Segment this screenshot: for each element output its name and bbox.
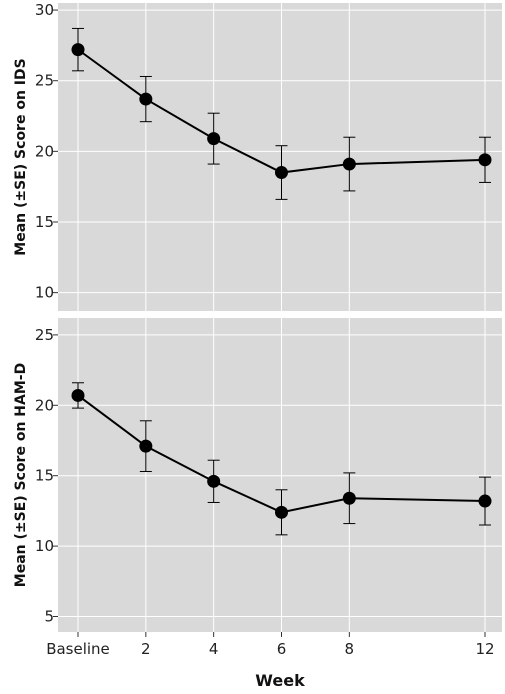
plot-area-hamd — [58, 318, 502, 632]
y-tick-label: 15 — [35, 467, 54, 485]
x-tick-label: Baseline — [46, 640, 110, 658]
panel-hamd: 5 10 15 20 25 Mean (±SE) Score on HAM-D — [13, 318, 502, 632]
x-tick-label: 4 — [209, 640, 219, 658]
y-ticks-ids: 10 15 20 25 30 — [35, 1, 58, 302]
panel-ids: 10 15 20 25 30 Mean (±SE) Score on IDS — [13, 1, 502, 311]
series-ids — [71, 27, 492, 200]
y-ticks-hamd: 5 10 15 20 25 — [35, 326, 58, 626]
x-tick-label: 6 — [277, 640, 287, 658]
x-tick-label: 8 — [345, 640, 355, 658]
x-axis-title: Week — [255, 671, 305, 690]
x-ticks: Baseline 2 4 6 8 12 — [46, 632, 495, 658]
plot-area-ids — [58, 3, 502, 311]
data-point — [275, 166, 288, 180]
series-hamd — [71, 382, 492, 536]
y-tick-label: 30 — [35, 1, 54, 19]
y-tick-label: 5 — [44, 608, 54, 626]
data-point — [139, 439, 153, 453]
y-tick-label: 25 — [35, 326, 54, 344]
y-tick-label: 10 — [35, 284, 54, 302]
data-point — [71, 43, 85, 57]
data-point — [478, 153, 492, 167]
data-point — [207, 474, 221, 488]
series-line — [77, 48, 486, 174]
grid-hamd — [58, 318, 502, 632]
data-point — [342, 491, 356, 505]
data-point — [71, 388, 85, 402]
x-tick-label: 2 — [141, 640, 151, 658]
x-tick-label: 12 — [475, 640, 494, 658]
data-point — [275, 505, 288, 519]
y-tick-label: 20 — [35, 396, 54, 414]
data-point — [478, 494, 492, 508]
data-point — [342, 157, 356, 171]
y-tick-label: 15 — [35, 213, 54, 231]
y-tick-label: 10 — [35, 537, 54, 555]
data-point — [207, 132, 221, 146]
y-tick-label: 25 — [35, 72, 54, 90]
y-axis-title-ids: Mean (±SE) Score on IDS — [13, 58, 29, 255]
y-tick-label: 20 — [35, 142, 54, 160]
data-point — [139, 92, 153, 106]
y-axis-title-hamd: Mean (±SE) Score on HAM-D — [13, 363, 29, 587]
series-line — [77, 394, 486, 514]
